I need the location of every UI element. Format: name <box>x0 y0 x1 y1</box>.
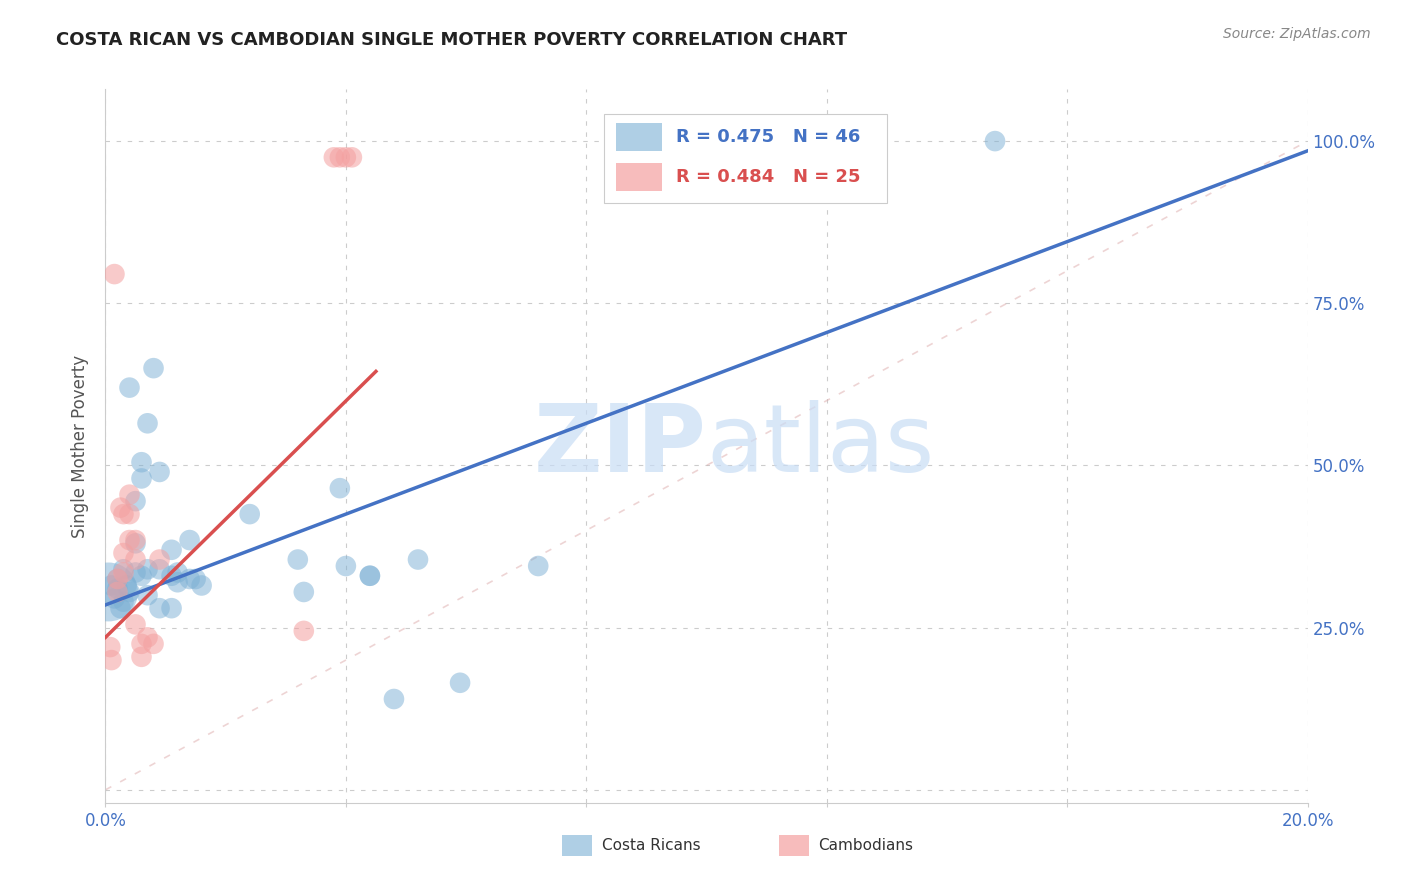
Point <box>112 566 135 580</box>
Point <box>190 578 212 592</box>
Point <box>148 465 170 479</box>
Point <box>160 568 183 582</box>
Point <box>142 637 165 651</box>
Point <box>292 624 315 638</box>
FancyBboxPatch shape <box>605 114 887 203</box>
Point <box>112 546 135 560</box>
Point <box>287 552 309 566</box>
Point <box>103 591 125 606</box>
Point <box>107 572 129 586</box>
Point <box>131 649 153 664</box>
Point <box>107 572 129 586</box>
Point <box>112 507 135 521</box>
Point <box>335 150 357 164</box>
Point <box>124 566 146 580</box>
Text: Cambodians: Cambodians <box>818 838 914 853</box>
Point <box>131 455 153 469</box>
Point <box>239 507 262 521</box>
Point <box>160 542 183 557</box>
Point <box>744 150 766 164</box>
Bar <box>616 163 662 191</box>
Point <box>382 692 405 706</box>
Point <box>359 568 381 582</box>
Text: Costa Ricans: Costa Ricans <box>602 838 700 853</box>
Point <box>97 585 120 599</box>
Point <box>98 640 121 654</box>
Point <box>449 675 471 690</box>
Point <box>359 568 381 582</box>
Bar <box>562 835 592 856</box>
Bar <box>616 123 662 151</box>
Point <box>107 582 129 596</box>
Point <box>124 536 146 550</box>
Point <box>148 601 170 615</box>
Point <box>179 572 201 586</box>
Point <box>329 150 352 164</box>
Point <box>107 585 129 599</box>
Point <box>166 575 188 590</box>
Point <box>148 562 170 576</box>
Point <box>136 417 159 431</box>
Point <box>100 653 122 667</box>
Text: R = 0.484   N = 25: R = 0.484 N = 25 <box>676 168 860 186</box>
Point <box>110 601 132 615</box>
Point <box>103 267 125 281</box>
Point <box>527 559 550 574</box>
Point <box>335 559 357 574</box>
Point <box>124 494 146 508</box>
Point <box>160 601 183 615</box>
Point <box>179 533 201 547</box>
Point <box>110 500 132 515</box>
Point <box>292 585 315 599</box>
Point <box>124 617 146 632</box>
Point <box>142 361 165 376</box>
Point <box>131 637 153 651</box>
Point <box>112 595 135 609</box>
Point <box>984 134 1007 148</box>
Text: atlas: atlas <box>707 400 935 492</box>
Text: Source: ZipAtlas.com: Source: ZipAtlas.com <box>1223 27 1371 41</box>
Point <box>118 488 141 502</box>
Point <box>100 578 122 592</box>
Point <box>136 631 159 645</box>
Point <box>118 381 141 395</box>
Y-axis label: Single Mother Poverty: Single Mother Poverty <box>72 354 90 538</box>
Point <box>322 150 344 164</box>
Point <box>118 533 141 547</box>
Point <box>340 150 363 164</box>
Point <box>184 572 207 586</box>
Point <box>136 588 159 602</box>
Point <box>124 533 146 547</box>
Point <box>112 562 135 576</box>
Point <box>166 566 188 580</box>
Text: COSTA RICAN VS CAMBODIAN SINGLE MOTHER POVERTY CORRELATION CHART: COSTA RICAN VS CAMBODIAN SINGLE MOTHER P… <box>56 31 848 49</box>
Point <box>136 562 159 576</box>
Point <box>406 552 429 566</box>
Point <box>118 507 141 521</box>
Point <box>131 568 153 582</box>
Point <box>148 552 170 566</box>
Point <box>124 552 146 566</box>
Text: ZIP: ZIP <box>534 400 707 492</box>
Point <box>115 578 138 592</box>
Point <box>329 481 352 495</box>
Point <box>118 585 141 599</box>
Text: R = 0.475   N = 46: R = 0.475 N = 46 <box>676 128 860 146</box>
Bar <box>779 835 808 856</box>
Point <box>131 471 153 485</box>
